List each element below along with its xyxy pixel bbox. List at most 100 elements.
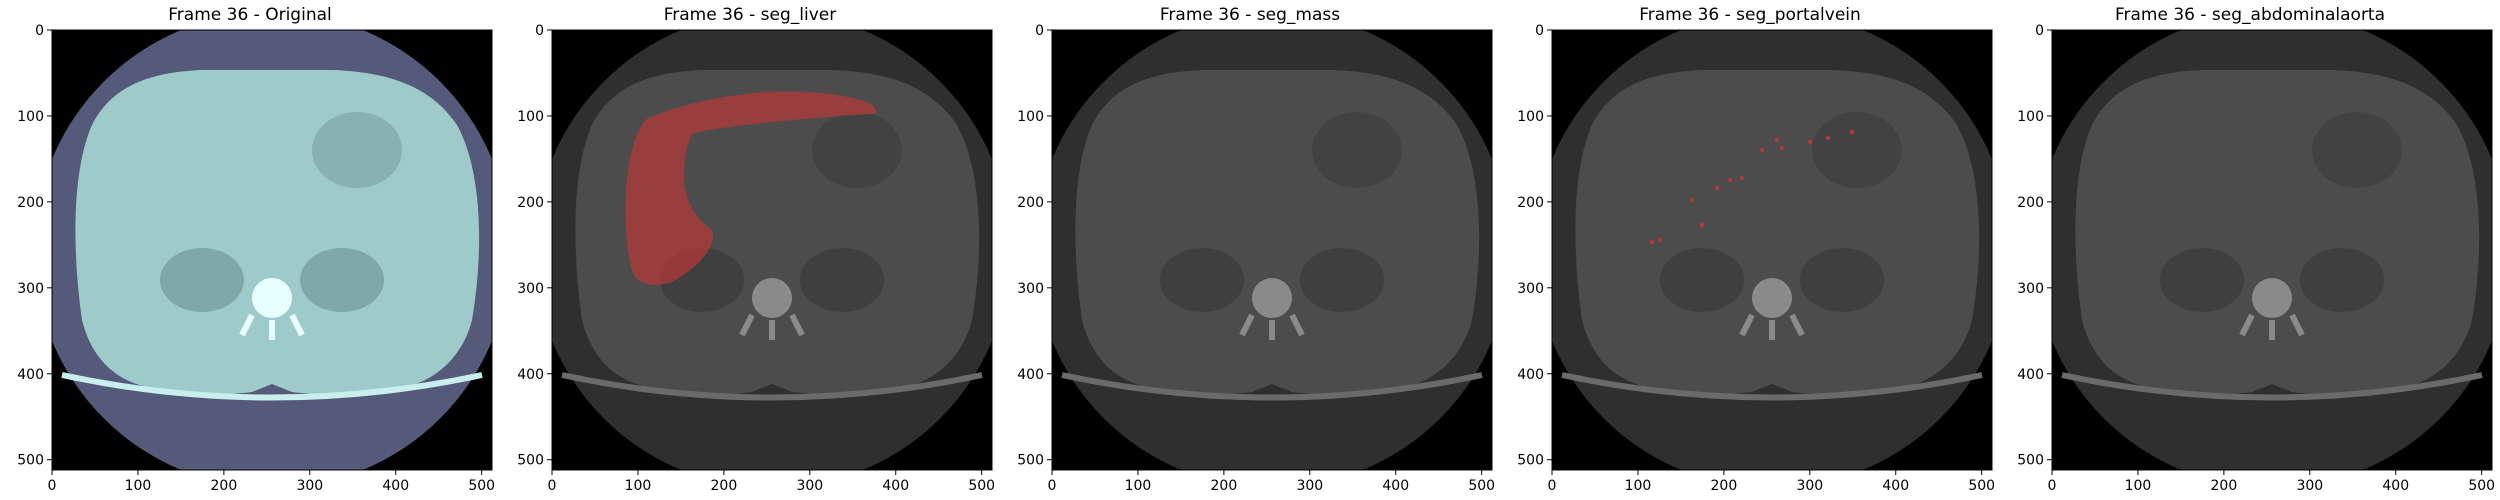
x-tick-label: 200	[1211, 478, 1238, 494]
y-tick-label: 500	[517, 453, 544, 469]
spine-processes	[739, 313, 805, 340]
panel-title: Frame 36 - seg_portalvein	[1639, 5, 1861, 25]
y-tick-label: 300	[17, 281, 44, 297]
scanner-table	[61, 372, 483, 401]
ct-image	[52, 30, 492, 470]
y-tick-label: 200	[517, 195, 544, 211]
portalvein-mask-dot	[1699, 222, 1705, 228]
x-tick-label: 200	[2211, 478, 2238, 494]
x-tick-label: 500	[468, 478, 495, 494]
body-silhouette	[1575, 70, 1980, 395]
x-tick-label: 0	[1048, 478, 1057, 494]
panel-title: Frame 36 - seg_mass	[1159, 5, 1341, 25]
body-silhouette	[1075, 70, 1480, 395]
y-tick-label: 400	[17, 367, 44, 383]
kidney-right	[1800, 248, 1884, 312]
y-tick-label: 400	[1017, 367, 1044, 383]
axes-frame	[2051, 29, 2493, 471]
liver-mask	[625, 91, 877, 285]
scanner-table	[2061, 372, 2483, 401]
vertebra	[2252, 278, 2292, 318]
body-silhouette	[75, 70, 480, 395]
stomach	[1812, 112, 1902, 188]
spine-processes	[1739, 313, 1805, 340]
x-tick-label: 500	[968, 478, 995, 494]
axes-frame	[1551, 29, 1993, 471]
body-silhouette	[2075, 70, 2480, 395]
y-tick-label: 500	[17, 453, 44, 469]
y-tick-label: 300	[517, 281, 544, 297]
panel-title: Frame 36 - seg_abdominalaorta	[2114, 5, 2386, 25]
scanner-table	[561, 372, 983, 401]
y-tick-label: 300	[2017, 281, 2044, 297]
y-tick-label: 200	[2017, 195, 2044, 211]
y-tick-label: 500	[1017, 453, 1044, 469]
portalvein-mask-dot	[1739, 175, 1745, 181]
vertebra	[1252, 278, 1292, 318]
y-tick-label: 100	[17, 109, 44, 125]
portalvein-mask-dot	[1774, 137, 1780, 143]
spine-processes	[1239, 313, 1305, 340]
axes-frame	[51, 29, 493, 471]
portalvein-mask-dot	[1657, 237, 1663, 243]
portalvein-mask-dot	[1849, 129, 1855, 135]
portalvein-mask-dot	[1714, 185, 1720, 191]
vertebra	[752, 278, 792, 318]
x-tick-label: 300	[1796, 478, 1823, 494]
kidney-left	[1160, 248, 1244, 312]
x-tick-label: 500	[2468, 478, 2495, 494]
portalvein-mask-dot	[1825, 135, 1831, 141]
stomach	[812, 112, 902, 188]
x-tick-label: 400	[2382, 478, 2409, 494]
x-tick-label: 0	[548, 478, 557, 494]
x-tick-label: 100	[625, 478, 652, 494]
y-tick-label: 400	[1517, 367, 1544, 383]
x-tick-label: 100	[1125, 478, 1152, 494]
x-tick-label: 0	[48, 478, 57, 494]
y-tick-label: 500	[2017, 453, 2044, 469]
vertebra	[252, 278, 292, 318]
y-tick-label: 0	[1035, 23, 1044, 39]
x-tick-label: 500	[1468, 478, 1495, 494]
portalvein-mask-dot	[1759, 147, 1765, 153]
x-tick-label: 100	[2125, 478, 2152, 494]
panel-title: Frame 36 - Original	[168, 5, 332, 25]
x-tick-label: 300	[796, 478, 823, 494]
x-tick-label: 200	[1711, 478, 1738, 494]
y-tick-label: 0	[2035, 23, 2044, 39]
y-tick-label: 100	[517, 109, 544, 125]
kidney-right	[2300, 248, 2384, 312]
y-tick-label: 0	[535, 23, 544, 39]
axes-frame	[1051, 29, 1493, 471]
panel-2: Frame 36 - seg_liver 0 100 200 300 400 500 0 100…	[500, 0, 1000, 500]
x-tick-label: 400	[1882, 478, 1909, 494]
x-tick-label: 400	[882, 478, 909, 494]
portalvein-mask-dot	[1689, 197, 1695, 203]
panel-4: Frame 36 - seg_portalvein 0 100 200 300 400 50…	[1500, 0, 2000, 500]
panel-title: Frame 36 - seg_liver	[663, 5, 837, 25]
portalvein-mask-dot	[1779, 145, 1785, 151]
x-tick-label: 100	[1625, 478, 1652, 494]
spine-processes	[239, 313, 305, 340]
stomach	[1312, 112, 1402, 188]
y-tick-label: 400	[517, 367, 544, 383]
y-tick-label: 200	[1517, 195, 1544, 211]
panel-5: Frame 36 - seg_abdominalaorta 0 100 200 300 4…	[2000, 0, 2500, 500]
scanner-table	[1061, 372, 1483, 401]
y-tick-label: 200	[17, 195, 44, 211]
y-tick-label: 400	[2017, 367, 2044, 383]
x-tick-label: 300	[2296, 478, 2323, 494]
kidney-left	[1660, 248, 1744, 312]
x-tick-label: 200	[711, 478, 738, 494]
scanner-table	[1561, 372, 1983, 401]
ct-image	[1552, 30, 1992, 470]
x-tick-label: 300	[1296, 478, 1323, 494]
